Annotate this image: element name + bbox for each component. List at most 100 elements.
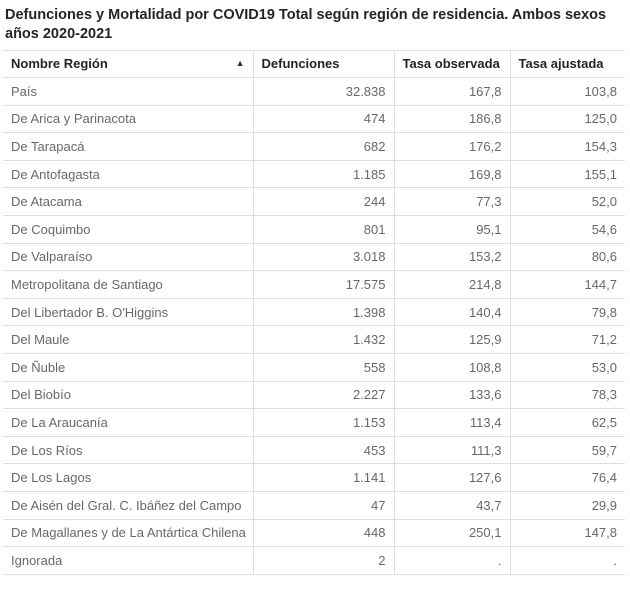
cell-defunciones: 32.838 [252, 77, 394, 106]
table-row: Del Biobío 2.227 133,6 78,3 [3, 381, 625, 410]
cell-tasa-observada: 133,6 [393, 381, 510, 410]
cell-tasa-ajustada: 54,6 [509, 215, 625, 244]
cell-tasa-ajustada: 29,9 [509, 491, 625, 520]
cell-region: De Antofagasta [3, 160, 253, 189]
cell-defunciones: 448 [252, 519, 394, 548]
cell-region: De Ñuble [3, 353, 253, 382]
cell-defunciones: 47 [252, 491, 394, 520]
cell-region: De Los Ríos [3, 436, 253, 465]
cell-region: De La Araucanía [3, 408, 253, 437]
cell-tasa-ajustada: 155,1 [509, 160, 625, 189]
table-row: De La Araucanía 1.153 113,4 62,5 [3, 408, 625, 437]
table-row: De Arica y Parinacota 474 186,8 125,0 [3, 105, 625, 134]
cell-region: Del Biobío [3, 381, 253, 410]
cell-region: De Coquimbo [3, 215, 253, 244]
table-row: De Coquimbo 801 95,1 54,6 [3, 215, 625, 244]
cell-defunciones: 2.227 [252, 381, 394, 410]
cell-tasa-observada: 111,3 [393, 436, 510, 465]
cell-tasa-ajustada: 125,0 [509, 105, 625, 134]
cell-tasa-ajustada: 144,7 [509, 270, 625, 299]
cell-tasa-observada: 125,9 [393, 325, 510, 354]
cell-tasa-observada: 214,8 [393, 270, 510, 299]
cell-tasa-ajustada: 80,6 [509, 243, 625, 272]
cell-defunciones: 474 [252, 105, 394, 134]
cell-tasa-observada: 167,8 [393, 77, 510, 106]
cell-tasa-observada: 108,8 [393, 353, 510, 382]
cell-region: De Arica y Parinacota [3, 105, 253, 134]
cell-defunciones: 1.153 [252, 408, 394, 437]
cell-tasa-ajustada: 52,0 [509, 187, 625, 217]
column-header-nombre-region[interactable]: Nombre Región ▲ [3, 49, 253, 79]
cell-tasa-observada: 127,6 [393, 463, 510, 492]
table-header: Nombre Región ▲ Defunciones Tasa observa… [3, 49, 625, 79]
cell-defunciones: 453 [252, 436, 394, 465]
cell-region: De Atacama [3, 187, 253, 217]
cell-region: País [3, 77, 253, 106]
cell-tasa-observada: 176,2 [393, 132, 510, 161]
table-row: De Los Ríos 453 111,3 59,7 [3, 436, 625, 465]
table-row: Del Maule 1.432 125,9 71,2 [3, 325, 625, 354]
table-row: De Antofagasta 1.185 169,8 155,1 [3, 160, 625, 189]
table-row: Ignorada 2.. [3, 546, 625, 575]
table-row: De Magallanes y de La Antártica Chilena 4… [3, 519, 625, 548]
cell-region: Ignorada [3, 546, 253, 575]
cell-defunciones: 1.185 [252, 160, 394, 189]
cell-tasa-ajustada: 154,3 [509, 132, 625, 161]
cell-region: Metropolitana de Santiago [3, 270, 253, 299]
mortality-table: Nombre Región ▲ Defunciones Tasa observa… [3, 49, 625, 575]
cell-defunciones: 17.575 [252, 270, 394, 299]
column-header-defunciones[interactable]: Defunciones [252, 49, 394, 79]
cell-tasa-ajustada: 71,2 [509, 325, 625, 354]
cell-tasa-ajustada: 53,0 [509, 353, 625, 382]
cell-region: Del Libertador B. O'Higgins [3, 298, 253, 327]
cell-defunciones: 558 [252, 353, 394, 382]
cell-tasa-ajustada: 79,8 [509, 298, 625, 327]
cell-defunciones: 682 [252, 132, 394, 161]
cell-tasa-ajustada: 59,7 [509, 436, 625, 465]
table-body: País 32.838 167,8 103,8 De Arica y Parinacot… [3, 77, 625, 575]
sort-ascending-icon[interactable]: ▲ [235, 58, 245, 69]
cell-tasa-observada: 250,1 [393, 519, 510, 548]
table-row: País 32.838 167,8 103,8 [3, 77, 625, 106]
cell-tasa-observada: 169,8 [393, 160, 510, 189]
table-row: De Los Lagos 1.141 127,6 76,4 [3, 463, 625, 492]
column-header-label: Nombre Región [11, 56, 108, 72]
cell-tasa-ajustada: . [509, 546, 625, 575]
cell-tasa-observada: 113,4 [393, 408, 510, 437]
cell-tasa-ajustada: 76,4 [509, 463, 625, 492]
cell-tasa-observada: 43,7 [393, 491, 510, 520]
table-row: De Tarapacá 682 176,2 154,3 [3, 132, 625, 161]
cell-tasa-ajustada: 62,5 [509, 408, 625, 437]
cell-region: De Magallanes y de La Antártica Chilena [3, 519, 253, 548]
cell-defunciones: 244 [252, 187, 394, 217]
cell-tasa-observada: 153,2 [393, 243, 510, 272]
table-row: De Atacama 244 77,3 52,0 [3, 187, 625, 217]
cell-tasa-ajustada: 147,8 [509, 519, 625, 548]
column-header-tasa-observada[interactable]: Tasa observada [393, 49, 510, 79]
cell-tasa-observada: 140,4 [393, 298, 510, 327]
cell-defunciones: 1.432 [252, 325, 394, 354]
table-header-row: Nombre Región ▲ Defunciones Tasa observa… [3, 49, 625, 79]
cell-defunciones: 3.018 [252, 243, 394, 272]
cell-tasa-observada: . [393, 546, 510, 575]
cell-tasa-observada: 186,8 [393, 105, 510, 134]
cell-region: De Aisén del Gral. C. Ibáñez del Campo [3, 491, 253, 520]
column-header-tasa-ajustada[interactable]: Tasa ajustada [509, 49, 625, 79]
cell-region: De Valparaíso [3, 243, 253, 272]
cell-defunciones: 801 [252, 215, 394, 244]
cell-tasa-observada: 77,3 [393, 187, 510, 217]
table-row: Metropolitana de Santiago 17.575 214,8 144,… [3, 270, 625, 299]
cell-region: Del Maule [3, 325, 253, 354]
table-row: De Aisén del Gral. C. Ibáñez del Campo 47… [3, 491, 625, 520]
page-title: Defunciones y Mortalidad por COVID19 Tot… [5, 7, 607, 43]
cell-defunciones: 1.141 [252, 463, 394, 492]
table-row: Del Libertador B. O'Higgins 1.398 140,4 79,… [3, 298, 625, 327]
cell-region: De Los Lagos [3, 463, 253, 492]
cell-defunciones: 2 [252, 546, 394, 575]
cell-region: De Tarapacá [3, 132, 253, 161]
cell-tasa-observada: 95,1 [393, 215, 510, 244]
table-row: De Ñuble 558 108,8 53,0 [3, 353, 625, 382]
cell-tasa-ajustada: 103,8 [509, 77, 625, 106]
table-row: De Valparaíso 3.018 153,2 80,6 [3, 243, 625, 272]
cell-tasa-ajustada: 78,3 [509, 381, 625, 410]
